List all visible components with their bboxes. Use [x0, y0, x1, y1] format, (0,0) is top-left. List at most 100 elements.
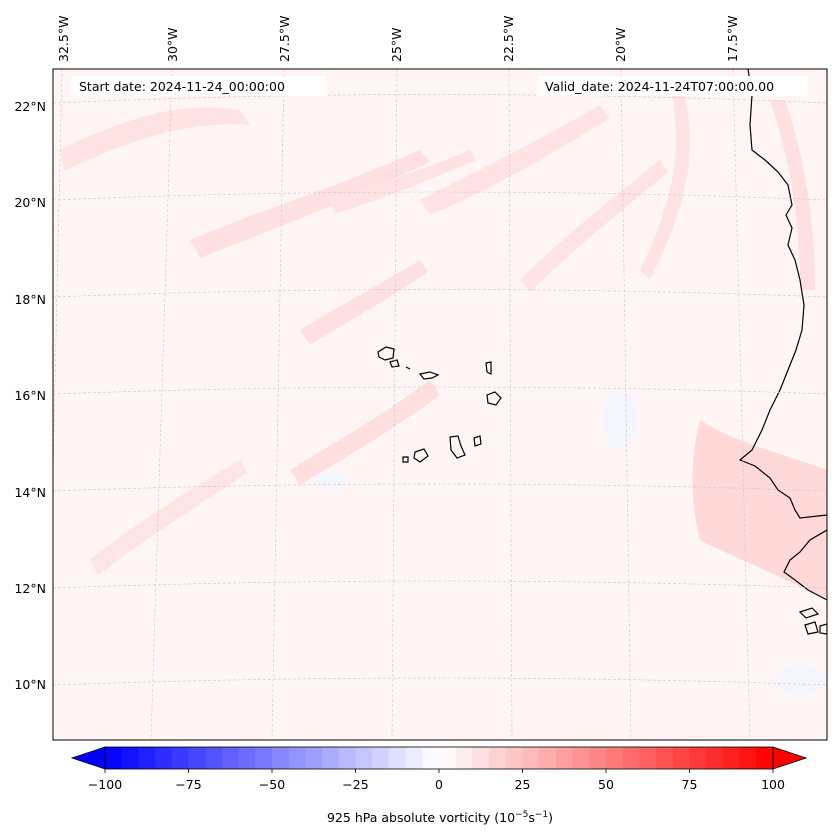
colorbar-segment	[606, 747, 624, 769]
colorbar-tick-label: −100	[88, 777, 122, 792]
lon-label: 17.5°W	[725, 16, 740, 62]
colorbar-segment	[539, 747, 557, 769]
lat-gridline	[53, 386, 827, 395]
vorticity-streak	[640, 80, 690, 280]
colorbar-segment	[155, 747, 173, 769]
colorbar-segment	[105, 747, 123, 769]
colorbar-segment	[672, 747, 690, 769]
colorbar-segment	[572, 747, 590, 769]
colorbar-segment	[272, 747, 290, 769]
map-frame	[52, 68, 828, 741]
vorticity-streak	[190, 150, 430, 258]
lon-gridline	[53, 69, 63, 486]
colorbar-label-exp: −1	[535, 810, 548, 820]
colorbar-segment	[656, 747, 674, 769]
coastal-vorticity-band	[770, 100, 815, 290]
lat-gridline	[53, 580, 827, 589]
colorbar-tick-label: −75	[175, 777, 201, 792]
colorbar-segment	[388, 747, 406, 769]
start-date-box	[71, 76, 326, 96]
colorbar-tick-label: 0	[435, 777, 443, 792]
vorticity-streak	[330, 150, 476, 214]
maio-island	[473, 435, 482, 447]
colorbar-segment	[171, 747, 189, 769]
colorbar-max-arrow	[772, 746, 808, 770]
lon-label: 30°W	[165, 27, 180, 62]
colorbar-segment	[121, 747, 139, 769]
coast-islets	[819, 623, 827, 635]
colorbar-segment	[138, 747, 156, 769]
colorbar-segment	[238, 747, 256, 769]
valid-date-label: Valid_date: 2024-11-24T07:00:00.00	[545, 79, 774, 94]
colorbar-segment	[221, 747, 239, 769]
vorticity-streak	[300, 260, 428, 345]
santiago-island	[449, 435, 466, 459]
colorbar-label-text: 925 hPa absolute vorticity (10	[327, 810, 515, 825]
vorticity-streak	[290, 380, 440, 485]
colorbar-ticks: −100 −75 −50 −25 0 25 50 75 100	[88, 769, 785, 792]
lon-gridline	[508, 69, 513, 740]
lon-gridline	[271, 69, 285, 740]
lon-gridline	[150, 69, 173, 740]
brava-island	[402, 456, 409, 463]
lon-label: 22.5°W	[501, 16, 516, 62]
colorbar-tick-label: 100	[761, 777, 785, 792]
colorbar-segment	[555, 747, 573, 769]
vorticity-streak	[520, 160, 668, 292]
lat-label: 14°N	[14, 485, 46, 500]
map-panel: Start date: 2024-11-24_00:00:00 Valid_da…	[52, 68, 828, 741]
colorbar-segment	[255, 747, 273, 769]
colorbar-segment	[338, 747, 356, 769]
lat-label: 16°N	[14, 388, 46, 403]
lat-label: 18°N	[14, 292, 46, 307]
lat-gridline	[53, 94, 827, 104]
colorbar-segment	[439, 747, 457, 769]
vorticity-streak	[90, 460, 248, 575]
santa-luzia-islet	[405, 366, 411, 370]
colorbar-segment	[622, 747, 640, 769]
coastlines	[377, 69, 827, 635]
lat-label: 20°N	[14, 195, 46, 210]
lat-label: 10°N	[14, 677, 46, 692]
boa-vista-island	[486, 391, 502, 406]
colorbar-segment	[355, 747, 373, 769]
negative-vorticity-patch	[314, 472, 346, 488]
colorbar-segment	[372, 747, 390, 769]
valid-date-box	[538, 76, 808, 96]
graticule	[53, 69, 827, 740]
colorbar-segment	[639, 747, 657, 769]
colorbar-segment	[689, 747, 707, 769]
colorbar-segment	[522, 747, 540, 769]
colorbar-tick-label: −25	[342, 777, 368, 792]
colorbar-segment	[188, 747, 206, 769]
lon-label: 20°W	[613, 27, 628, 62]
coastal-vorticity-band	[692, 420, 827, 600]
africa-coastline-south	[783, 529, 827, 601]
lat-gridline	[53, 483, 827, 492]
lon-label: 32.5°W	[56, 16, 71, 62]
colorbar-segment	[322, 747, 340, 769]
colorbar-segment	[505, 747, 523, 769]
latitude-labels: 22°N 20°N 18°N 16°N 14°N 12°N 10°N	[14, 99, 46, 692]
colorbar-segment	[706, 747, 724, 769]
colorbar-segment	[739, 747, 757, 769]
lat-gridline	[53, 289, 827, 298]
colorbar-segment	[405, 747, 423, 769]
colorbar-segment	[455, 747, 473, 769]
colorbar-segment	[756, 747, 774, 769]
lon-label: 25°W	[389, 27, 404, 62]
lat-gridline	[53, 677, 827, 686]
colorbar-segment	[205, 747, 223, 769]
colorbar-label-end: )	[548, 810, 553, 825]
colorbar-segment	[472, 747, 490, 769]
colorbar-tick-label: 50	[598, 777, 614, 792]
colorbar-segment	[422, 747, 440, 769]
santo-antao-island	[377, 346, 395, 361]
colorbar-tick-label: −50	[259, 777, 285, 792]
lat-label: 12°N	[14, 581, 46, 596]
fogo-island	[413, 448, 429, 463]
sao-nicolau-island	[418, 371, 440, 380]
negative-vorticity-patch	[774, 666, 826, 694]
colorbar-segments	[105, 747, 774, 769]
